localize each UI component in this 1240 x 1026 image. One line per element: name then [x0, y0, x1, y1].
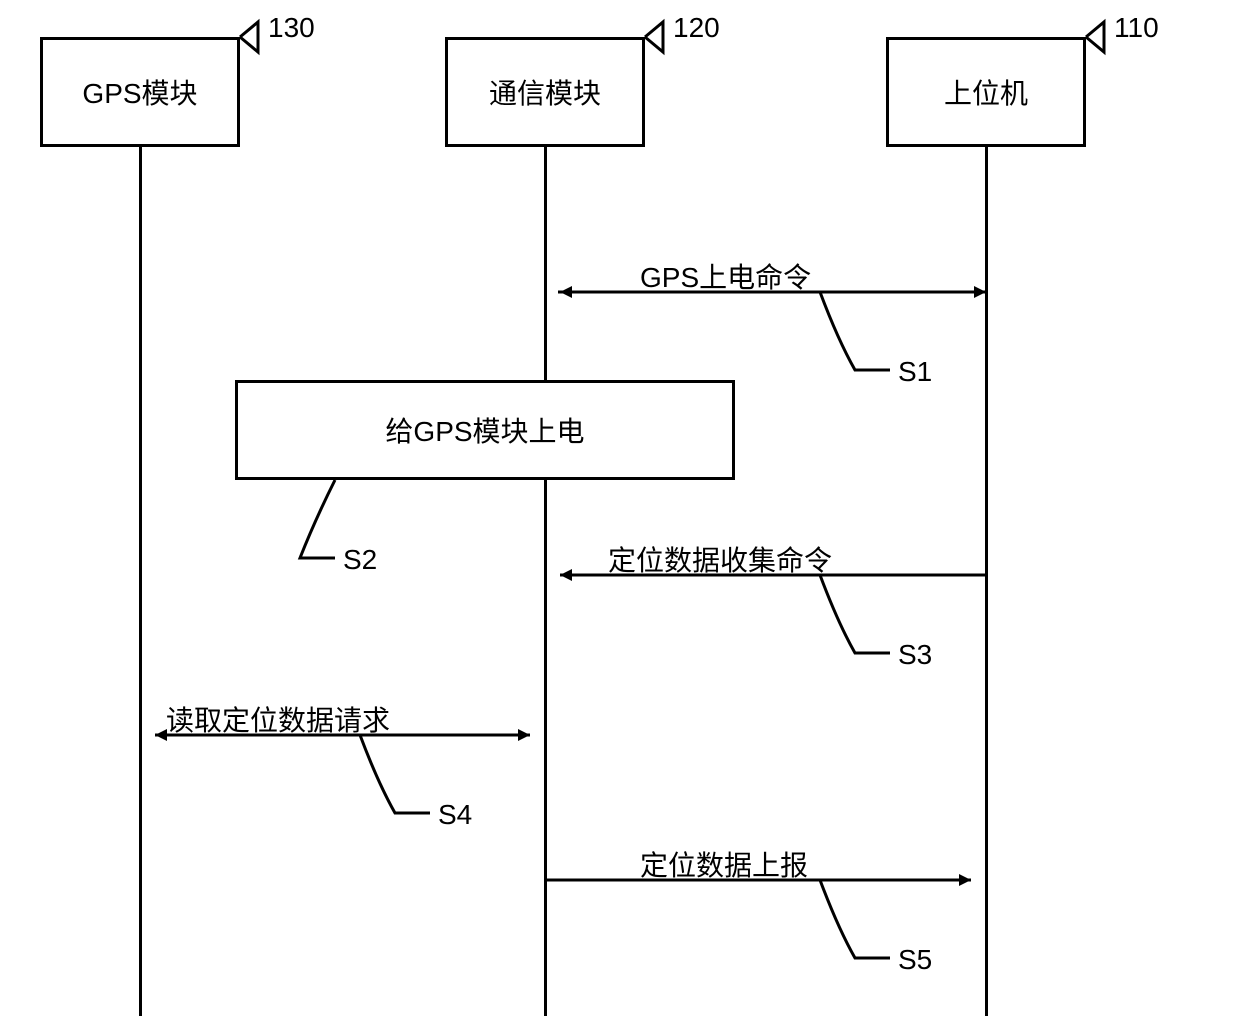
participant-host-ref: 110 [1114, 12, 1159, 44]
message-s5-label: 定位数据上报 [640, 844, 808, 884]
participant-comm-ref: 120 [673, 12, 720, 44]
ref-s4: S4 [438, 799, 472, 831]
diagram-svg-overlay [0, 0, 1240, 1026]
participant-gps-label: GPS模块 [82, 72, 197, 112]
participant-host: 上位机 [886, 37, 1086, 147]
ref-s2: S2 [343, 544, 377, 576]
activation-s2-label: 给GPS模块上电 [385, 410, 584, 450]
participant-comm-label: 通信模块 [489, 72, 601, 112]
lifeline-comm-lower [544, 480, 547, 1016]
message-s1-label: GPS上电命令 [640, 256, 811, 296]
lifeline-comm-upper [544, 147, 547, 380]
message-s4-label: 读取定位数据请求 [166, 699, 390, 739]
ref-s3: S3 [898, 639, 932, 671]
ref-s1: S1 [898, 356, 932, 388]
message-s3-label: 定位数据收集命令 [608, 539, 832, 579]
participant-host-label: 上位机 [944, 72, 1028, 112]
participant-comm-module: 通信模块 [445, 37, 645, 147]
lifeline-host [985, 147, 988, 1016]
participant-gps-module: GPS模块 [40, 37, 240, 147]
activation-s2: 给GPS模块上电 [235, 380, 735, 480]
participant-gps-ref: 130 [268, 12, 315, 44]
ref-s5: S5 [898, 944, 932, 976]
lifeline-gps [139, 147, 142, 1016]
sequence-diagram: GPS模块 通信模块 上位机 130 120 110 给GPS模块上电 GPS上… [0, 0, 1240, 1026]
